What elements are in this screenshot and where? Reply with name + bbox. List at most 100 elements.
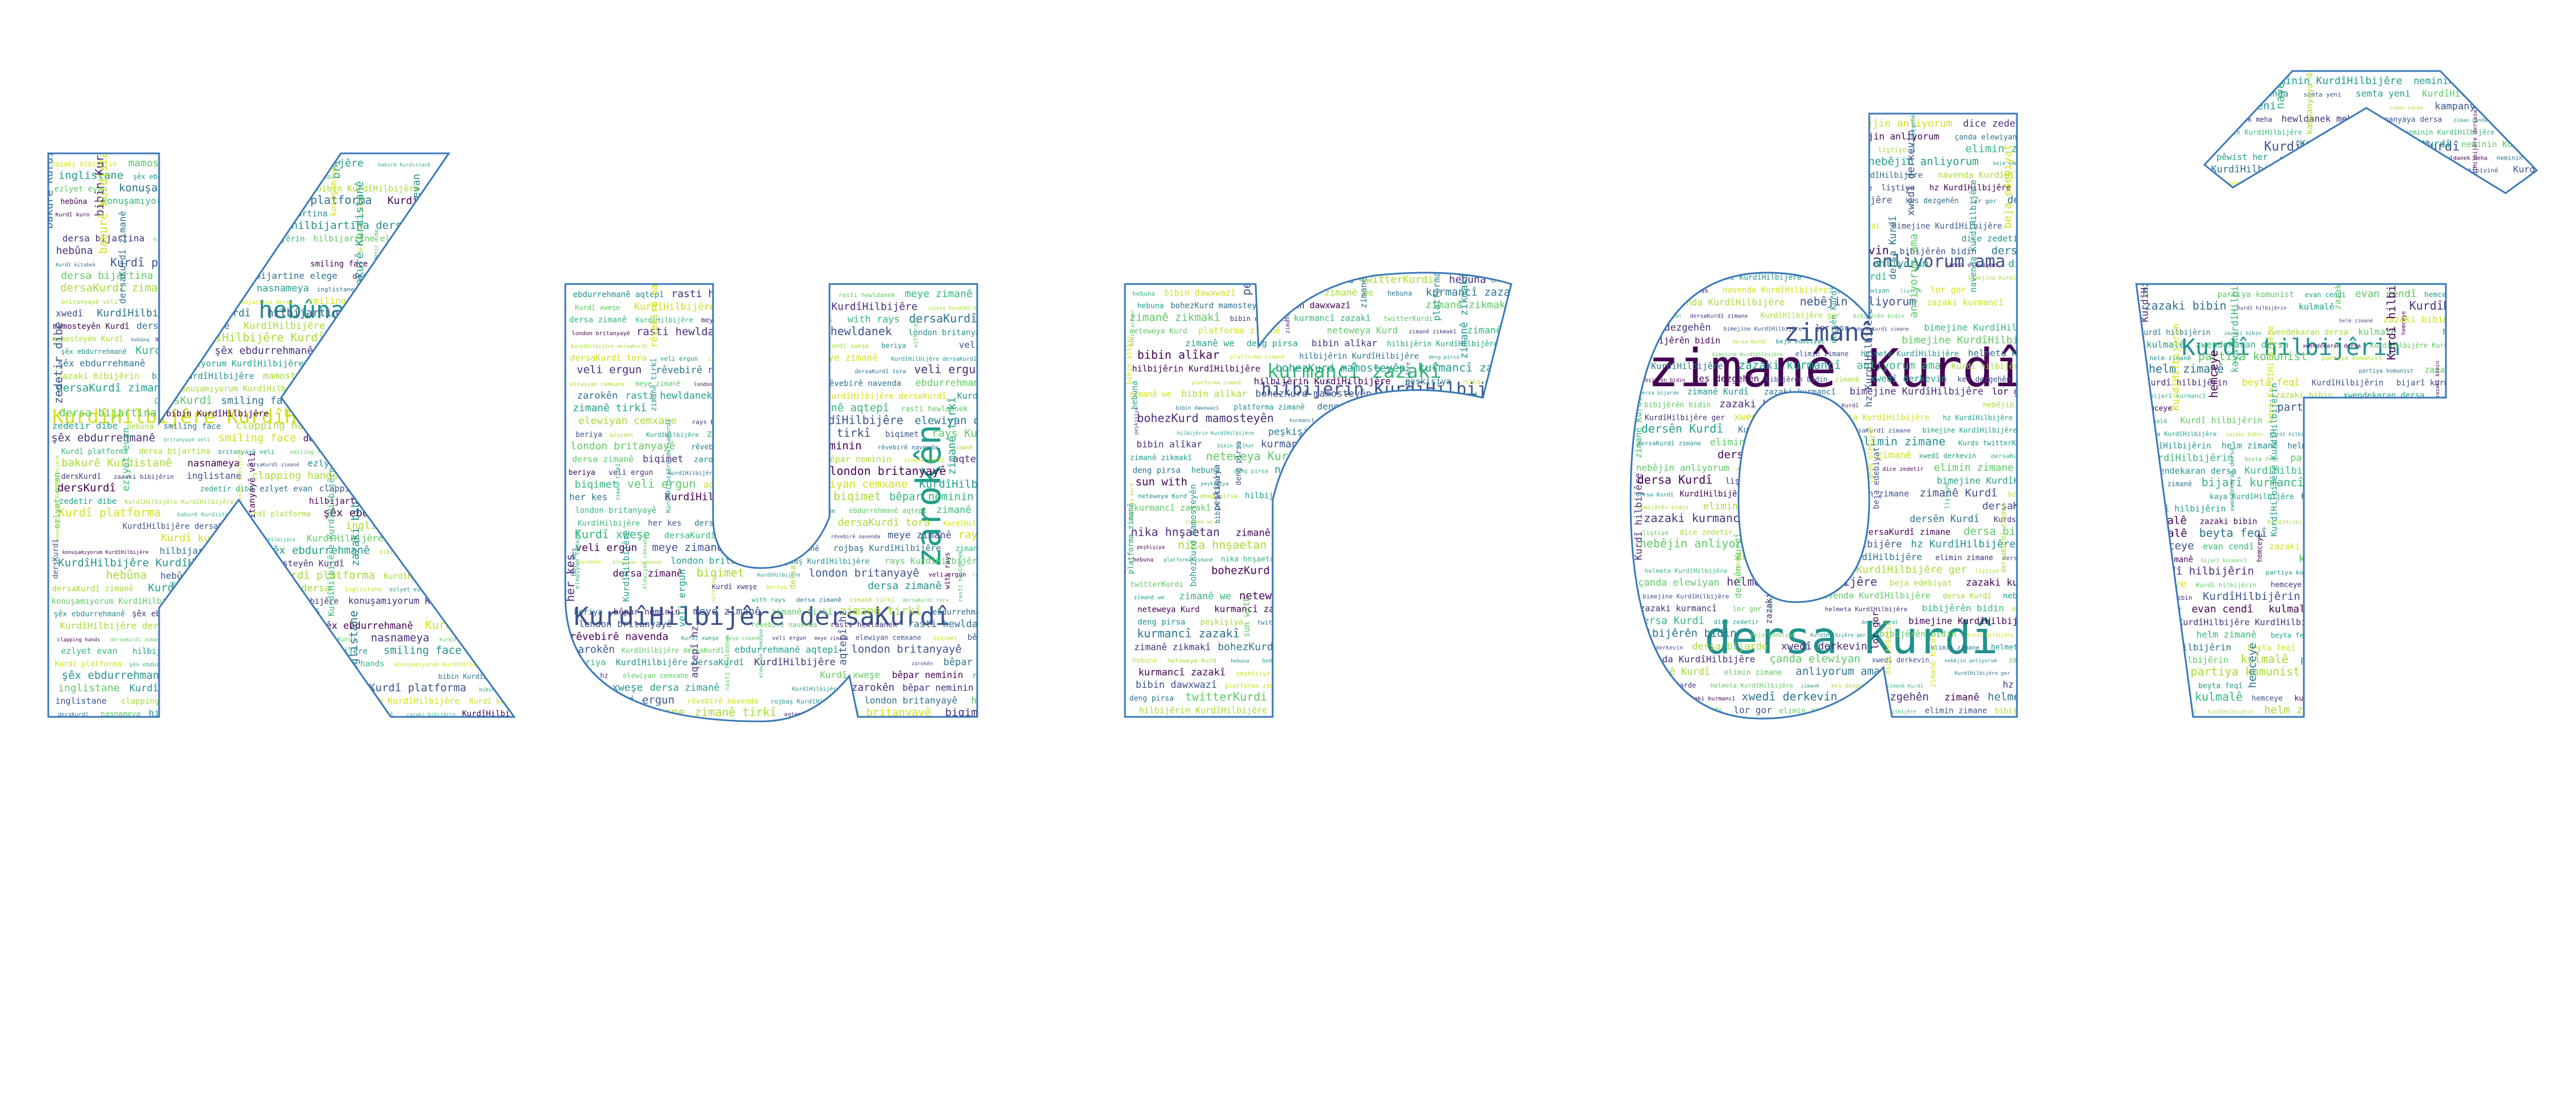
word-d-fill: liştiye: [1881, 183, 1915, 193]
word-u1-fill: aqtepî hz: [953, 454, 1005, 465]
word-r-fill: bibin dawxwazî: [1291, 552, 1382, 564]
word-d-fill: elimin zimane: [1857, 435, 1946, 448]
word-K-fill: mamosteyên Kurdî: [361, 373, 432, 381]
word-d-fill: hz KurdîHilbijêre: [1929, 183, 2011, 193]
word-K-fill: Kurdî kitabek: [56, 262, 96, 268]
word-i-fill: xwendekaran dersa: [2228, 448, 2236, 512]
word-u1-fill: KurdîHilbijêre: [792, 686, 840, 692]
word-K-fill: mamosteyên Kurdî: [128, 157, 227, 169]
word-d-fill: bimejine KurdîHilbijêre: [1923, 427, 2017, 435]
word-i-fill: helm zimanê: [2319, 627, 2394, 641]
word-K-fill: dersKurdî: [61, 473, 101, 481]
word-r-fill: hilbijêrin KurdîHilbijêre: [1387, 340, 1498, 348]
word-d-fill: anliyorum ama: [1857, 359, 1941, 371]
word-r-fill: hebuna: [1319, 274, 1354, 286]
word-d-fill: hz KurdîHilbijêre: [2003, 679, 2096, 690]
word-dot-fill: pêwist her: [2342, 140, 2351, 185]
word-r-fill: hebuna: [1498, 640, 1505, 663]
word-d-fill: helmeta KurdîHilbijêre: [1968, 348, 2089, 358]
word-r-fill: kurmancî zazakî: [1418, 361, 1521, 374]
word-r-fill: deng pirsa: [1369, 525, 1437, 539]
word-r-fill: bohezKurd mamosteyên: [1218, 641, 1341, 653]
word-d-fill: liştiye: [1900, 289, 1921, 294]
word-i-fill: Kurdî hilbijêrin: [2181, 415, 2263, 425]
word-d-fill: dersaKurdî zimane: [1847, 427, 1911, 435]
word-u1-fill: zimanê tirkî: [904, 457, 945, 464]
word-d-fill: dersaKurdî zimane: [1982, 500, 2087, 512]
word-d-fill: beja edebiyat: [2001, 144, 2014, 229]
word-u1-fill: her kes: [790, 314, 833, 325]
word-u1-fill: meye zimanê: [814, 636, 848, 642]
word-i-fill: kaya KurdîHilbijêre: [2348, 705, 2458, 716]
word-d-fill: zimanê: [1794, 223, 1821, 231]
word-u1-fill: rasti hewldanek: [901, 405, 968, 414]
word-r-fill: hilbijêrin KurdîHilbijêre: [1177, 430, 1254, 436]
word-r-fill: kurmancî zazakî: [1139, 667, 1226, 678]
word-K-fill: dersKurdî: [57, 482, 116, 494]
word-d-fill: bimejine KurdîHilbijêre: [1778, 184, 1872, 192]
word-u1-fill: rojbaş KurdîHilbijêre: [833, 543, 941, 553]
word-r-fill: bohezKurd mamosteyên: [1211, 565, 1341, 577]
word-d-fill: zazaki kurmancî: [1640, 603, 1716, 613]
word-r-fill: neteweya Kurd: [1138, 492, 1187, 500]
word-u1-fill: meye zimanê: [652, 541, 724, 554]
word-r-fill: kurmancî zazakî: [1449, 530, 1510, 538]
word-r-fill: hebuna: [1346, 617, 1357, 650]
word-u1-fill: KurdîHilbijêre dersaKurdî: [616, 657, 744, 667]
word-i-fill: bijarî kurmancî: [2145, 708, 2196, 715]
word-K-fill: zazaki bibijêrin: [263, 711, 323, 718]
word-u1-1: zarokên: [909, 424, 949, 568]
word-d-fill: bibijêrên bidin: [2008, 490, 2069, 498]
word-r-fill: bohezKurd mamosteyên: [1170, 302, 1266, 311]
word-u1-fill: Kurdî xweşe: [681, 635, 719, 642]
word-d-fill: elimin zimane: [1745, 528, 1803, 537]
word-d-fill: dersa bijarde: [1639, 390, 1678, 396]
word-i-fill: zazaki bibin: [2343, 620, 2384, 627]
word-d-fill: xwedî derkevin: [1793, 243, 1889, 257]
word-K-fill: konuşamıyorum KurdîHilbijêre: [62, 549, 149, 556]
word-K-fill: hilbijartina dersa: [226, 583, 330, 594]
word-u1-fill: rasti hewldanek: [636, 325, 734, 338]
word-K-fill: zazaki bibijêrin: [237, 449, 244, 504]
word-K-fill: dersaKurdî zimanê: [110, 637, 162, 643]
word-r-fill: sun with: [1507, 705, 1550, 716]
word-i-fill: Kurdî hilbijêrin: [2139, 329, 2210, 337]
word-u1-fill: zimanê tirkî: [936, 504, 1006, 516]
word-r-fill: platforma zimanê: [1127, 503, 1136, 574]
word-u1-fill: veli ergun: [677, 569, 688, 627]
word-K-fill: hebûna: [458, 200, 477, 206]
word-K-fill: hilbijartina dersa: [231, 299, 293, 306]
word-K-fill: xwedî: [56, 308, 83, 319]
word-i-fill: helm zimanê: [2196, 629, 2257, 640]
word-u1-fill: KurdîHilbijêre: [715, 384, 727, 475]
word-dot-fill: KurdîHilbijêre dersazazakîbivinê: [2422, 88, 2576, 99]
word-d-fill: hz KurdîHilbijêre: [1726, 273, 1802, 282]
word-d-fill: nebêjin anliyorum: [1636, 462, 1729, 473]
word-i-fill: evan cendî: [2191, 603, 2253, 615]
word-u1-fill: rojbaş KurdîHilbijêre: [972, 571, 1044, 578]
word-r-fill: platforma zimanê: [1233, 403, 1304, 412]
word-dot-fill: pêwist her: [2216, 152, 2267, 162]
word-K-fill: britanyayê veli: [218, 448, 274, 456]
word-r-fill: deng pirsa: [1247, 338, 1298, 348]
word-u1-fill: zimanê tirkî: [840, 604, 922, 617]
word-u1-fill: dersaKurdî tora: [902, 598, 948, 603]
word-d-fill: helmeta KurdîHilbijêre: [1848, 709, 1916, 715]
word-d-fill: KurdîHilbijêre ger: [1811, 632, 1866, 638]
word-d-fill: kes dezgehên: [1957, 375, 2011, 384]
word-r-fill: kurmancî zazakî: [1486, 616, 1568, 627]
word-r-fill: zimanê we: [1324, 287, 1374, 298]
word-u1-fill: rojbaş KurdîHilbijêre: [770, 698, 849, 705]
word-K-fill: Kurdî platforma: [61, 448, 128, 456]
word-u1-fill: biqimet: [643, 454, 683, 465]
word-d-fill: anliyorum ama: [1908, 233, 1920, 318]
word-d-fill: zimanê: [1735, 553, 1741, 573]
word-u1-fill: zimanê tirkî: [694, 706, 777, 719]
word-K-fill: hebûna: [131, 337, 150, 343]
word-d-fill: dersên Kurdî: [1848, 162, 1856, 216]
word-dot-fill: kampanyaya dersa: [2435, 101, 2528, 112]
word-d-fill: zimanê Kurdî: [1818, 452, 1829, 522]
word-d-fill: çanda elewiyan: [1945, 261, 1998, 269]
word-d-fill: elimin zimane: [1724, 669, 1782, 677]
word-dot-fill: kampanyaya dersa: [2404, 180, 2465, 187]
